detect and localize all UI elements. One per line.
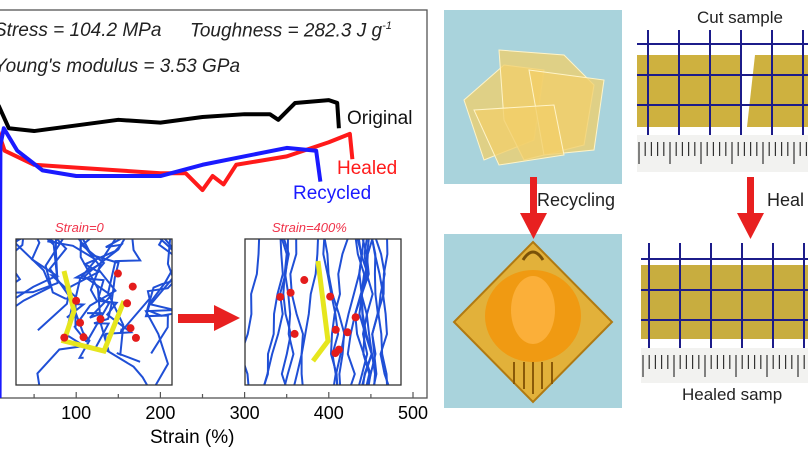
- stress-annotation: Stress = 104.2 MPa: [0, 20, 161, 42]
- x-tick-label: 100: [58, 403, 94, 424]
- photo-recycled-lantern: [444, 234, 622, 408]
- oxygen-atom: [352, 313, 360, 321]
- healing-label: Heal: [767, 190, 804, 211]
- stress-strain-chart: Stress = 104.2 MPa Toughness = 282.3 J g…: [0, 0, 440, 455]
- x-axis-label: Strain (%): [150, 427, 234, 449]
- healed-sample-label: Healed samp: [682, 385, 782, 405]
- inset-arrow-icon: [178, 314, 218, 323]
- inset-label-strain-400: Strain=400%: [272, 220, 347, 235]
- oxygen-atom: [326, 293, 334, 301]
- healed-sample-image: [641, 243, 808, 383]
- x-tick-label: 200: [142, 403, 178, 424]
- oxygen-atom: [300, 276, 308, 284]
- oxygen-atom: [114, 270, 122, 278]
- oxygen-atom: [332, 326, 340, 334]
- toughness-unit-exponent: -1: [382, 20, 392, 32]
- oxygen-atom: [97, 315, 105, 323]
- oxygen-atom: [72, 297, 80, 305]
- toughness-text: Toughness = 282.3 J g: [190, 20, 382, 41]
- x-tick-label: 300: [227, 403, 263, 424]
- photo-film-pieces: [444, 10, 622, 184]
- x-tick-label: 400: [311, 403, 347, 424]
- oxygen-atom: [60, 334, 68, 342]
- photo-cut-sample: [637, 30, 808, 172]
- legend-healed: Healed: [337, 158, 397, 180]
- inset-network-1: [241, 234, 401, 394]
- oxygen-atom: [335, 346, 343, 354]
- oxygen-atom: [129, 283, 137, 291]
- inset-label-strain-0: Strain=0: [55, 220, 104, 235]
- x-tick-label: 500: [395, 403, 431, 424]
- oxygen-atom: [127, 324, 135, 332]
- toughness-annotation: Toughness = 282.3 J g-1: [190, 20, 392, 42]
- oxygen-atom: [291, 330, 299, 338]
- oxygen-atom: [76, 319, 84, 327]
- lantern-image: [444, 234, 622, 408]
- oxygen-atom: [276, 293, 284, 301]
- healing-arrow-icon: [737, 175, 767, 241]
- oxygen-atom: [287, 289, 295, 297]
- legend-original: Original: [347, 108, 412, 130]
- legend-recycled: Recycled: [293, 183, 371, 205]
- oxygen-atom: [343, 328, 351, 336]
- cut-sample-label: Cut sample: [697, 8, 783, 28]
- recycling-label: Recycling: [537, 190, 615, 211]
- oxygen-atom: [80, 333, 88, 341]
- oxygen-atom: [132, 334, 140, 342]
- modulus-annotation: Young's modulus = 3.53 GPa: [0, 56, 240, 78]
- oxygen-atom: [123, 299, 131, 307]
- inset-network-0: [0, 230, 191, 407]
- film-pieces-image: [444, 10, 622, 184]
- x-tick-labels: 100 200 300 400 500: [0, 403, 440, 427]
- photo-healed-sample: [641, 243, 808, 383]
- cut-sample-image: [637, 30, 808, 172]
